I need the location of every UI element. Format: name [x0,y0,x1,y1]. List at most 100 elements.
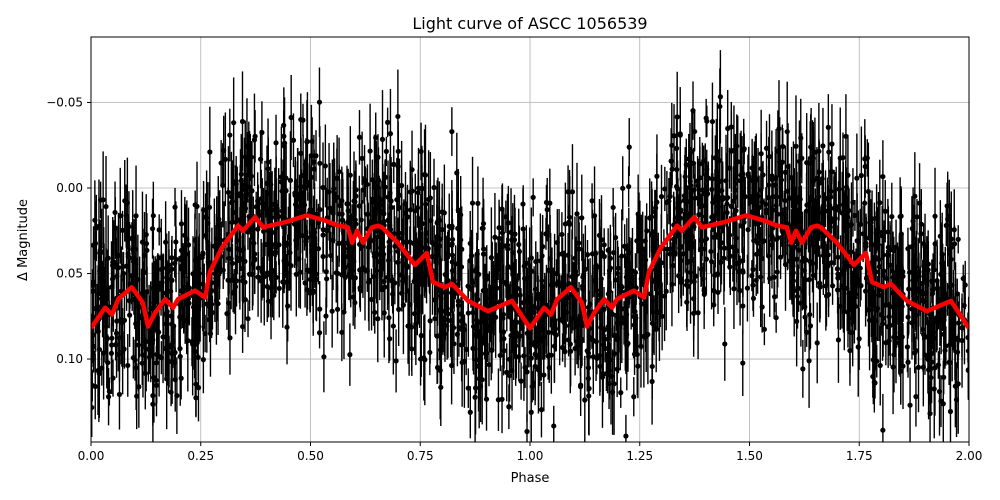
data-point [326,189,332,195]
data-point [697,175,703,181]
data-point [874,358,880,364]
data-point [692,128,698,135]
data-point [449,242,455,248]
data-point [121,346,127,352]
data-point [798,228,805,235]
data-point [396,306,402,312]
data-point [190,304,197,310]
data-point [135,276,141,283]
data-point [523,260,529,266]
data-point [484,273,490,279]
data-point [551,318,558,324]
data-point [125,362,131,369]
data-point [547,200,553,206]
data-point [761,326,767,332]
data-point [648,214,655,220]
data-point [965,334,969,341]
data-point [291,221,298,227]
data-point [669,166,675,172]
data-point [775,235,781,241]
data-point [871,335,878,342]
data-point [304,287,310,293]
data-point [777,254,784,260]
data-point [670,236,677,242]
data-point [414,205,421,211]
data-point [745,227,751,233]
data-point [731,286,737,292]
data-point [300,172,306,179]
data-point [865,307,872,313]
data-point [184,318,190,324]
data-point [773,315,779,321]
data-point [704,118,710,124]
data-point [93,225,99,231]
data-point [200,250,206,256]
data-point [506,404,512,410]
data-point [797,196,803,202]
data-point [594,355,600,362]
data-point [316,330,323,336]
data-point [320,184,326,191]
data-point [517,333,523,339]
data-point [351,198,357,204]
data-point [492,234,498,240]
data-point [287,250,293,256]
data-point [233,181,239,187]
data-point [889,267,895,274]
data-point [279,188,285,194]
data-point [298,150,304,156]
data-point [905,246,911,252]
data-point [576,246,582,252]
data-point [540,327,546,333]
data-point [740,303,746,309]
data-point [909,226,915,232]
data-point [718,240,725,246]
data-point [527,311,534,318]
data-point [113,330,120,336]
data-point [123,263,130,269]
data-point [479,340,485,346]
data-point [420,275,426,282]
data-point [228,256,234,262]
data-point [501,329,507,335]
data-point [386,315,392,321]
data-point [711,287,717,294]
data-point [624,245,630,252]
data-point [174,393,180,399]
data-point [231,288,237,295]
data-point [618,390,624,396]
data-point [661,293,668,299]
data-point [451,341,457,347]
data-point [943,222,949,229]
data-point [620,185,626,191]
data-point [915,364,922,370]
data-point [623,274,629,280]
x-tick-label: 1.25 [626,449,653,463]
data-point [734,143,740,149]
data-point [696,212,702,218]
data-point [246,143,252,149]
data-point [356,203,362,209]
data-point [546,365,552,371]
data-point [586,335,593,341]
data-point [831,205,837,211]
data-point [634,238,640,244]
data-point [667,193,673,199]
data-point [321,354,327,360]
data-point [93,305,99,311]
data-point [173,239,179,245]
data-point [260,228,267,234]
data-point [200,357,206,363]
y-tick-label: 0.05 [56,267,83,281]
data-point [368,296,375,303]
data-point [720,194,726,200]
data-point [470,309,476,316]
data-point [512,335,518,341]
data-point [379,136,386,142]
data-point [539,278,545,284]
data-point [584,252,591,258]
data-point [103,203,109,210]
data-point [784,129,790,135]
data-point [835,207,842,213]
data-point [615,265,621,271]
